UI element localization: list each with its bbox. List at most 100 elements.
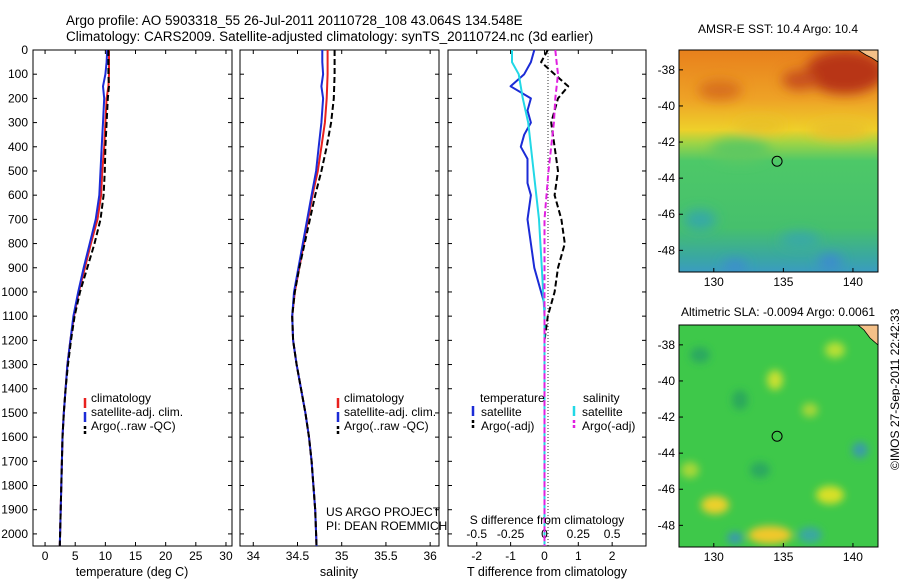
lat-tick-label: -46	[658, 482, 676, 496]
difference-panel: -2 -1 0 1 2-0.5 -0.25 0 0.25 0.5 T difference fr…	[447, 49, 647, 579]
series-line-argo-raw-qc-	[291, 50, 336, 547]
figure-title-line2: Climatology: CARS2009. Satellite-adjuste…	[66, 29, 594, 44]
temperature-axes	[32, 49, 233, 547]
sst-heatmap	[679, 50, 878, 272]
x-tick-label: 15	[129, 549, 143, 563]
series-line-satellite-adj-clim-	[291, 50, 325, 547]
series-line-climatology	[58, 50, 110, 547]
depth-tick-label: 1000	[1, 285, 28, 299]
legend-sal-argo-label: Argo(-adj)	[582, 419, 635, 433]
x-tick-label: 1	[575, 549, 582, 563]
x-tick-label: -1	[505, 549, 516, 563]
lat-tick-label: -44	[658, 446, 676, 460]
t-difference-xlabel: T difference from climatology	[467, 565, 628, 579]
s-difference-xlabel: S difference from climatology	[470, 513, 625, 527]
legend-satellite-label: satellite-adj. clim.	[344, 405, 436, 419]
legend-climatology-label: climatology	[344, 391, 404, 405]
lat-tick-label: -40	[658, 374, 676, 388]
depth-tick-label: 2000	[1, 527, 28, 541]
depth-tick-label: 0	[21, 43, 28, 57]
s-difference-tick-label: 0.5	[604, 527, 621, 541]
lat-tick-label: -42	[658, 410, 676, 424]
depth-tick-label: 1200	[1, 333, 28, 347]
legend-salinity-title: salinity	[583, 391, 620, 405]
series-line-satellite	[511, 50, 546, 546]
series-line-argo-adj-	[540, 49, 570, 546]
legend-temperature-title: temperature	[480, 391, 545, 405]
depth-tick-label: 400	[8, 140, 28, 154]
argo-location-marker	[771, 430, 783, 442]
salinity-axes	[239, 49, 440, 547]
lat-tick-label: -40	[658, 99, 676, 113]
depth-tick-label: 600	[8, 188, 28, 202]
figure-title-line1: Argo profile: AO 5903318_55 26-Jul-2011 …	[66, 13, 523, 28]
legend-temp-argo-label: Argo(-adj)	[481, 419, 534, 433]
series-line-satellite	[509, 49, 546, 546]
lon-tick-label: 135	[773, 275, 793, 289]
x-tick-label: 34.5	[286, 549, 310, 563]
lon-tick-label: 130	[704, 275, 724, 289]
legend-satellite-label: satellite-adj. clim.	[91, 405, 183, 419]
series-line-argo-adj-	[543, 49, 559, 546]
sst-map-title: AMSR-E SST: 10.4 Argo: 10.4	[698, 22, 858, 36]
imos-credit: ©IMOS 27-Sep-2011 22:42:33	[888, 308, 900, 470]
legend-temp-satellite-label: satellite	[481, 405, 522, 419]
series-line-argo-raw-qc-	[58, 50, 110, 547]
depth-tick-label: 1600	[1, 430, 28, 444]
depth-tick-label: 1500	[1, 406, 28, 420]
legend-sal-satellite-label: satellite	[582, 405, 623, 419]
project-annotation: US ARGO PROJECT	[326, 505, 441, 519]
lon-tick-label: 135	[773, 550, 793, 564]
x-tick-label: 35	[335, 549, 349, 563]
depth-tick-label: 700	[8, 212, 28, 226]
lat-tick-label: -48	[658, 518, 676, 532]
x-tick-label: 30	[219, 549, 233, 563]
x-tick-label: 10	[99, 549, 113, 563]
depth-tick-label: 1900	[1, 503, 28, 517]
lat-tick-label: -44	[658, 171, 676, 185]
depth-tick-label: 200	[8, 91, 28, 105]
x-tick-label: 25	[189, 549, 203, 563]
x-tick-label: 20	[159, 549, 173, 563]
sla-map-panel: Altimetric SLA: -0.0094 Argo: 0.0061	[658, 305, 879, 564]
legend-argo-label: Argo(..raw -QC)	[344, 419, 429, 433]
pi-annotation: PI: DEAN ROEMMICH	[326, 519, 447, 533]
lon-tick-label: 140	[843, 550, 863, 564]
salinity-panel: 34 34.5 35 35.5 36 salinity climatology sate…	[239, 49, 447, 579]
difference-legend: temperature salinity satellite Argo(-adj…	[471, 391, 635, 433]
s-difference-tick-label: 0.25	[567, 527, 591, 541]
depth-tick-label: 1800	[1, 479, 28, 493]
depth-tick-label: 1700	[1, 454, 28, 468]
depth-tick-label: 800	[8, 237, 28, 251]
depth-tick-label: 1300	[1, 358, 28, 372]
x-tick-label: 34	[247, 549, 261, 563]
temperature-panel: 0100200300400500600700800900100011001200…	[1, 43, 233, 579]
legend-climatology-label: climatology	[91, 391, 151, 405]
lat-tick-label: -38	[658, 63, 676, 77]
sla-map-title: Altimetric SLA: -0.0094 Argo: 0.0061	[681, 305, 875, 319]
depth-tick-label: 900	[8, 261, 28, 275]
lat-tick-label: -42	[658, 135, 676, 149]
lat-tick-label: -48	[658, 243, 676, 257]
x-tick-label: 5	[72, 549, 79, 563]
argo-location-marker	[771, 155, 783, 167]
lat-tick-label: -46	[658, 207, 676, 221]
legend-argo-label: Argo(..raw -QC)	[91, 419, 176, 433]
series-line-satellite-adj-clim-	[58, 49, 109, 547]
x-tick-label: 0	[42, 549, 49, 563]
difference-axes	[447, 49, 647, 547]
lat-tick-label: -38	[658, 338, 676, 352]
depth-tick-label: 1100	[2, 309, 28, 323]
s-difference-tick-label: -0.25	[497, 527, 525, 541]
s-difference-tick-label: -0.5	[466, 527, 487, 541]
lon-tick-label: 140	[843, 275, 863, 289]
depth-tick-label: 300	[8, 116, 28, 130]
lon-tick-label: 130	[704, 550, 724, 564]
series-line-climatology	[291, 50, 329, 547]
salinity-xlabel: salinity	[320, 565, 359, 579]
depth-tick-label: 500	[8, 164, 28, 178]
sst-map-panel: AMSR-E SST: 10.4 Argo: 10.4 130 135 140 -38…	[658, 22, 879, 289]
temperature-xlabel: temperature (deg C)	[76, 565, 189, 579]
x-tick-label: -2	[471, 549, 482, 563]
